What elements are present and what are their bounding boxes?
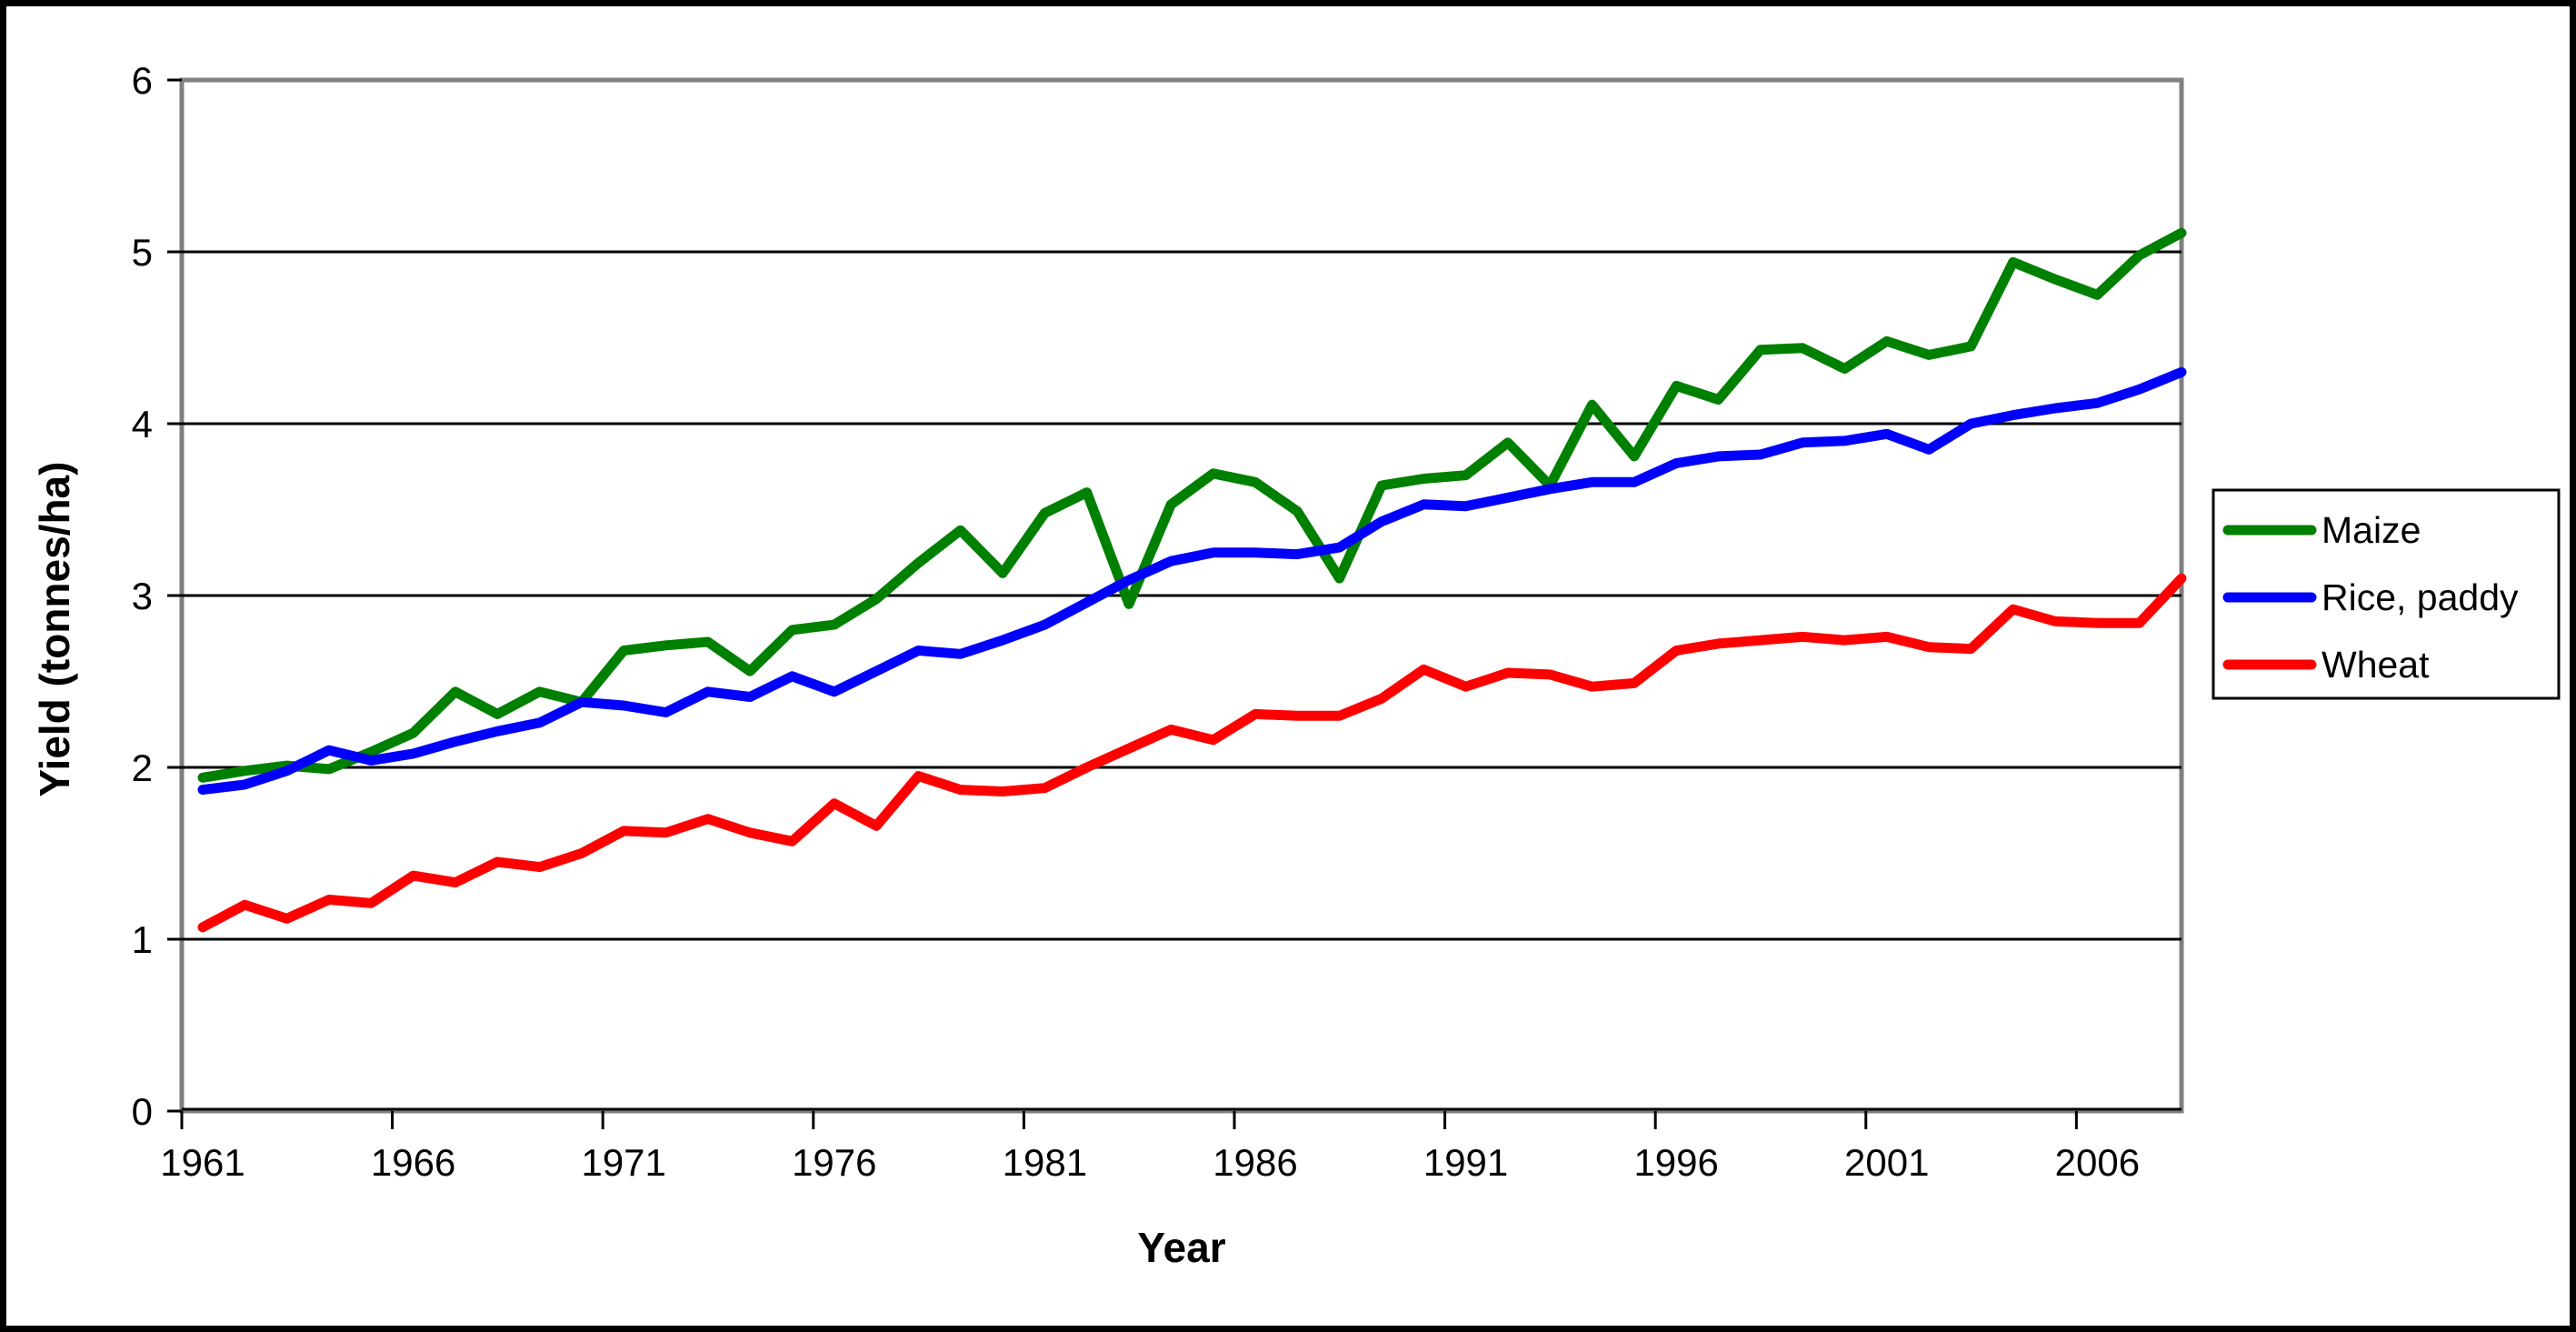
y-tick-label-4: 4 [132,403,153,446]
x-tick-label-1996: 1996 [1633,1141,1718,1184]
maize-line [197,227,2187,783]
x-tick-label-2001: 2001 [1844,1141,1929,1184]
legend: Maize Rice, paddy Wheat [2212,488,2561,700]
y-tick-label-3: 3 [132,575,153,617]
y-axis-title: Yield (tonnes/ha) [31,462,78,797]
wheat-line [197,573,2187,933]
x-tick-label-1966: 1966 [371,1141,455,1184]
x-tick-label-1991: 1991 [1423,1141,1508,1184]
ticks-layer [167,78,2078,1129]
x-tick-label-1961: 1961 [160,1141,245,1184]
legend-label-maize: Maize [2321,509,2421,551]
x-tick-label-1976: 1976 [792,1141,876,1184]
gridlines-layer [182,250,2182,1111]
y-tick-label-2: 2 [132,746,153,789]
y-tick-label-1: 1 [132,918,153,961]
x-tick-label-1971: 1971 [581,1141,665,1184]
legend-label-wheat: Wheat [2321,644,2430,686]
x-tick-label-1986: 1986 [1213,1141,1297,1184]
y-tick-label-6: 6 [132,59,153,102]
series-layer [197,227,2187,933]
legend-label-rice-paddy: Rice, paddy [2321,576,2519,618]
x-tick-label-2006: 2006 [2055,1141,2140,1184]
x-axis-title: Year [1137,1224,1225,1271]
rice-paddy-line [197,366,2187,796]
x-tick-label-1981: 1981 [1003,1141,1087,1184]
y-tick-label-0: 0 [132,1090,153,1133]
tick-labels-layer: 0 1 2 3 4 5 6 1961 1966 1971 1976 1981 1986 1991 1996 2… [132,59,2140,1184]
y-tick-label-5: 5 [132,231,153,274]
